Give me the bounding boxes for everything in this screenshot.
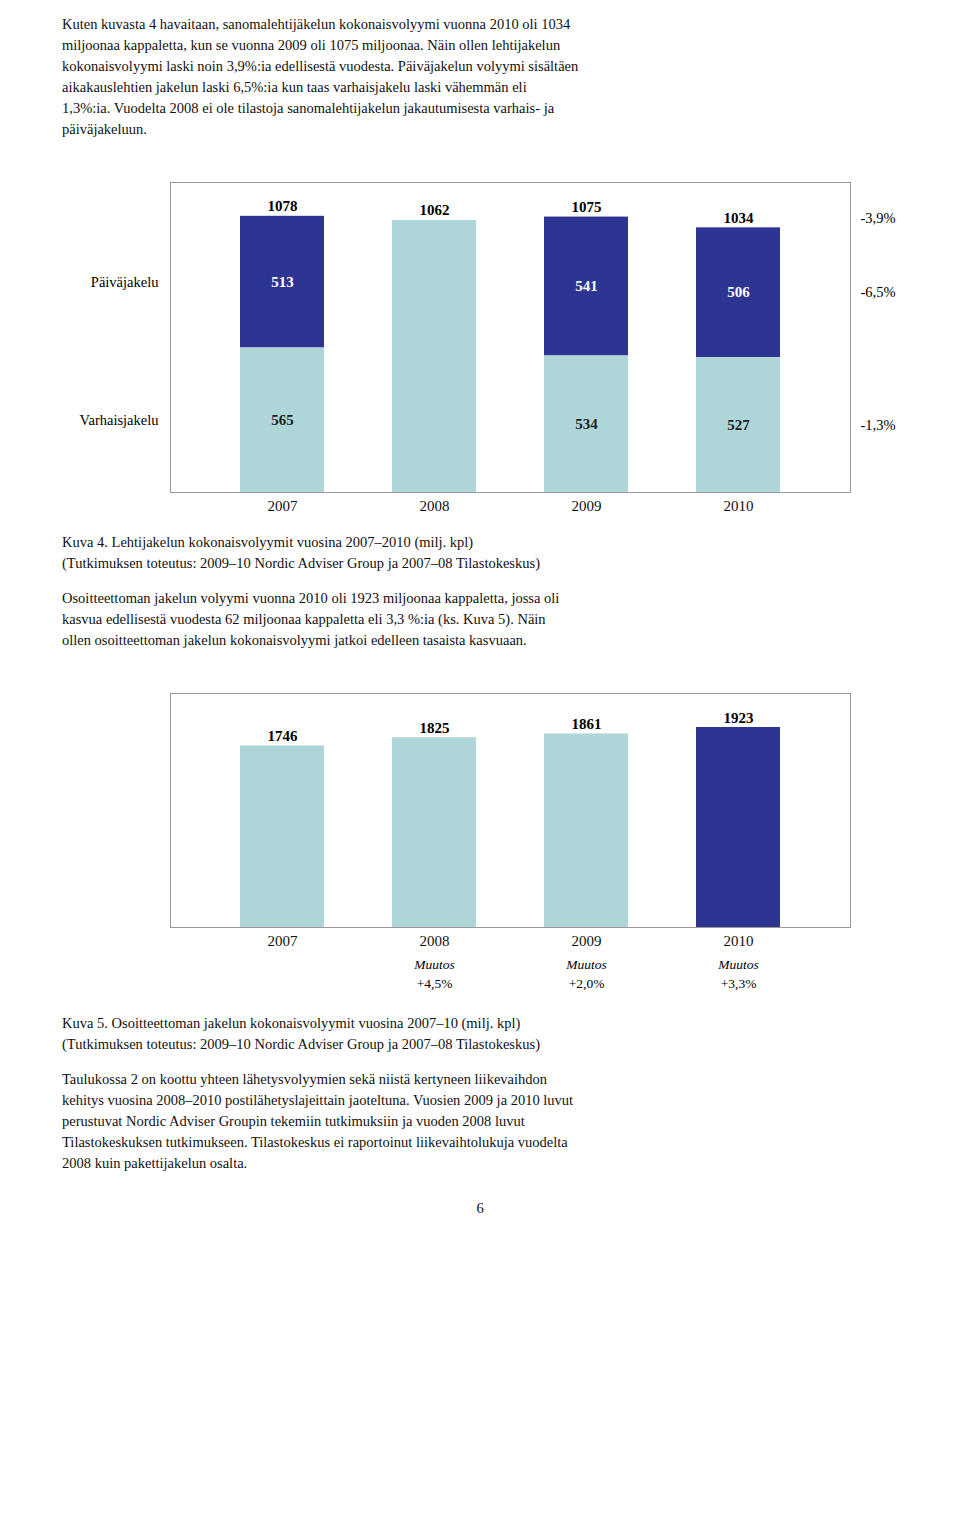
html-text:(Tutkimuksen toteutus: 2009–10: (Tutkimuksen toteutus: 2009–10 Nordic Ad… (62, 1036, 540, 1053)
svg-text:1062: 1062 (420, 203, 450, 219)
svg-text:-1,3%: -1,3% (861, 417, 896, 433)
svg-text:1075: 1075 (572, 199, 602, 215)
html-text:Kuva 4. Lehtijakelun kokonaisv: Kuva 4. Lehtijakelun kokonaisvolyymit vu… (62, 534, 474, 551)
svg-text:1034: 1034 (724, 210, 755, 226)
svg-text:Varhaisjakelu: Varhaisjakelu (80, 412, 159, 428)
svg-text:1861: 1861 (572, 716, 602, 732)
svg-text:527: 527 (727, 417, 750, 433)
svg-text:-6,5%: -6,5% (861, 284, 896, 300)
svg-text:2007: 2007 (268, 498, 299, 514)
svg-text:2010: 2010 (724, 933, 754, 949)
svg-text:506: 506 (727, 285, 750, 301)
html-text:Kuten kuvasta 4 havaitaan, san: Kuten kuvasta 4 havaitaan, sanomalehtijä… (62, 16, 579, 138)
html-text:Taulukossa 2 on koottu yhteen: Taulukossa 2 on koottu yhteen lähetysvol… (62, 1071, 574, 1172)
svg-text:2008: 2008 (420, 498, 450, 514)
svg-text:-3,9%: -3,9% (861, 210, 896, 226)
html-text:Kuva 5. Osoitteettoman jakelun: Kuva 5. Osoitteettoman jakelun kokonaisv… (62, 1015, 521, 1032)
svg-text:541: 541 (575, 278, 598, 294)
svg-text:534: 534 (575, 416, 598, 432)
svg-text:2009: 2009 (572, 498, 602, 514)
svg-text:1825: 1825 (420, 720, 450, 736)
svg-text:Muutos: Muutos (413, 957, 455, 972)
svg-text:Päiväjakelu: Päiväjakelu (91, 274, 159, 290)
svg-text:+4,5%: +4,5% (417, 976, 453, 991)
svg-text:2009: 2009 (572, 933, 602, 949)
html-text:(Tutkimuksen toteutus: 2009–10: (Tutkimuksen toteutus: 2009–10 Nordic Ad… (62, 555, 540, 572)
svg-text:1078: 1078 (268, 198, 298, 214)
svg-text:2010: 2010 (724, 498, 754, 514)
svg-text:2007: 2007 (268, 933, 299, 949)
svg-text:1923: 1923 (724, 710, 754, 726)
svg-text:2008: 2008 (420, 933, 450, 949)
svg-text:Muutos: Muutos (565, 957, 607, 972)
svg-text:Muutos: Muutos (717, 957, 759, 972)
svg-text:1746: 1746 (268, 728, 299, 744)
svg-text:565: 565 (271, 412, 294, 428)
svg-text:+2,0%: +2,0% (569, 976, 605, 991)
svg-text:+3,3%: +3,3% (721, 976, 757, 991)
html-text:Osoitteettoman jakelun volyymi: Osoitteettoman jakelun volyymi vuonna 20… (62, 590, 560, 649)
svg-text:513: 513 (271, 274, 294, 290)
html-text:6: 6 (476, 1200, 484, 1217)
